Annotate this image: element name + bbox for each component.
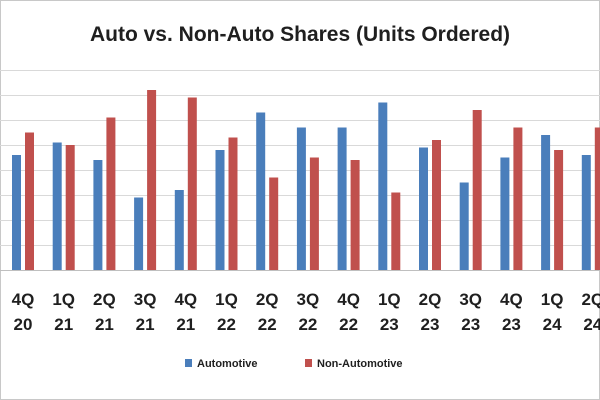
x-tick-label: 4Q	[174, 290, 197, 309]
bars	[12, 90, 600, 270]
legend-swatch	[185, 359, 192, 367]
bar-non-automotive	[269, 177, 279, 270]
x-tick-label: 22	[217, 315, 236, 334]
x-tick-label: 2Q	[256, 290, 279, 309]
x-tick-label: 22	[258, 315, 277, 334]
x-tick-labels: 4Q 20 1Q 21 2Q 21 3Q 21 4Q 21 1Q 22 2Q 22 3Q 22 4Q 22 1Q 23…	[12, 290, 600, 334]
bar-non-automotive	[187, 97, 197, 270]
x-tick-label: 23	[502, 315, 521, 334]
x-tick-label: 1Q	[541, 290, 564, 309]
bar-automotive	[215, 150, 225, 270]
bar-non-automotive	[106, 117, 116, 270]
bar-automotive	[459, 182, 469, 270]
chart-title: Auto vs. Non-Auto Shares (Units Ordered)	[90, 23, 510, 46]
legend-label: Automotive	[197, 358, 258, 370]
bar-automotive	[500, 157, 510, 270]
bar-non-automotive	[391, 192, 401, 270]
bar-non-automotive	[25, 132, 34, 270]
x-tick-label: 21	[95, 315, 114, 334]
x-tick-label: 24	[543, 315, 562, 334]
x-tick-label: 24	[583, 315, 600, 334]
x-tick-label: 20	[14, 315, 33, 334]
bar-non-automotive	[309, 157, 319, 270]
x-tick-label: 2Q	[581, 290, 600, 309]
bar-non-automotive	[65, 145, 75, 270]
x-tick-label: 4Q	[337, 290, 360, 309]
bar-automotive	[12, 155, 21, 270]
x-tick-label: 23	[380, 315, 399, 334]
x-tick-label: 2Q	[419, 290, 442, 309]
bar-automotive	[378, 102, 388, 270]
bar-automotive	[134, 197, 144, 270]
bar-non-automotive	[432, 140, 441, 270]
bar-automotive	[296, 127, 306, 270]
bar-automotive	[541, 135, 551, 270]
bar-non-automotive	[594, 127, 600, 270]
bar-automotive	[337, 127, 347, 270]
x-tick-label: 23	[461, 315, 480, 334]
x-tick-label: 21	[136, 315, 155, 334]
x-tick-label: 2Q	[93, 290, 116, 309]
bar-automotive	[52, 142, 62, 270]
x-tick-label: 1Q	[215, 290, 238, 309]
legend-label: Non-Automotive	[317, 358, 403, 370]
bar-automotive	[419, 147, 428, 270]
bar-non-automotive	[147, 90, 157, 270]
x-tick-label: 21	[176, 315, 195, 334]
x-tick-label: 21	[54, 315, 73, 334]
bar-automotive	[93, 160, 103, 270]
x-tick-label: 3Q	[459, 290, 482, 309]
bar-non-automotive	[350, 160, 360, 270]
legend-swatch	[305, 359, 312, 367]
bar-non-automotive	[228, 137, 238, 270]
x-tick-label: 22	[298, 315, 317, 334]
x-tick-label: 1Q	[378, 290, 401, 309]
legend: Automotive Non-Automotive	[185, 358, 403, 370]
x-tick-label: 4Q	[12, 290, 35, 309]
x-tick-label: 4Q	[500, 290, 523, 309]
x-tick-label: 1Q	[52, 290, 75, 309]
bar-automotive	[256, 112, 266, 270]
bar-non-automotive	[554, 150, 564, 270]
bar-non-automotive	[472, 110, 482, 270]
x-tick-label: 22	[339, 315, 358, 334]
bar-automotive	[581, 155, 591, 270]
bar-non-automotive	[513, 127, 523, 270]
x-tick-label: 3Q	[134, 290, 157, 309]
bar-automotive	[174, 190, 184, 270]
x-tick-label: 3Q	[297, 290, 320, 309]
x-tick-label: 23	[421, 315, 440, 334]
